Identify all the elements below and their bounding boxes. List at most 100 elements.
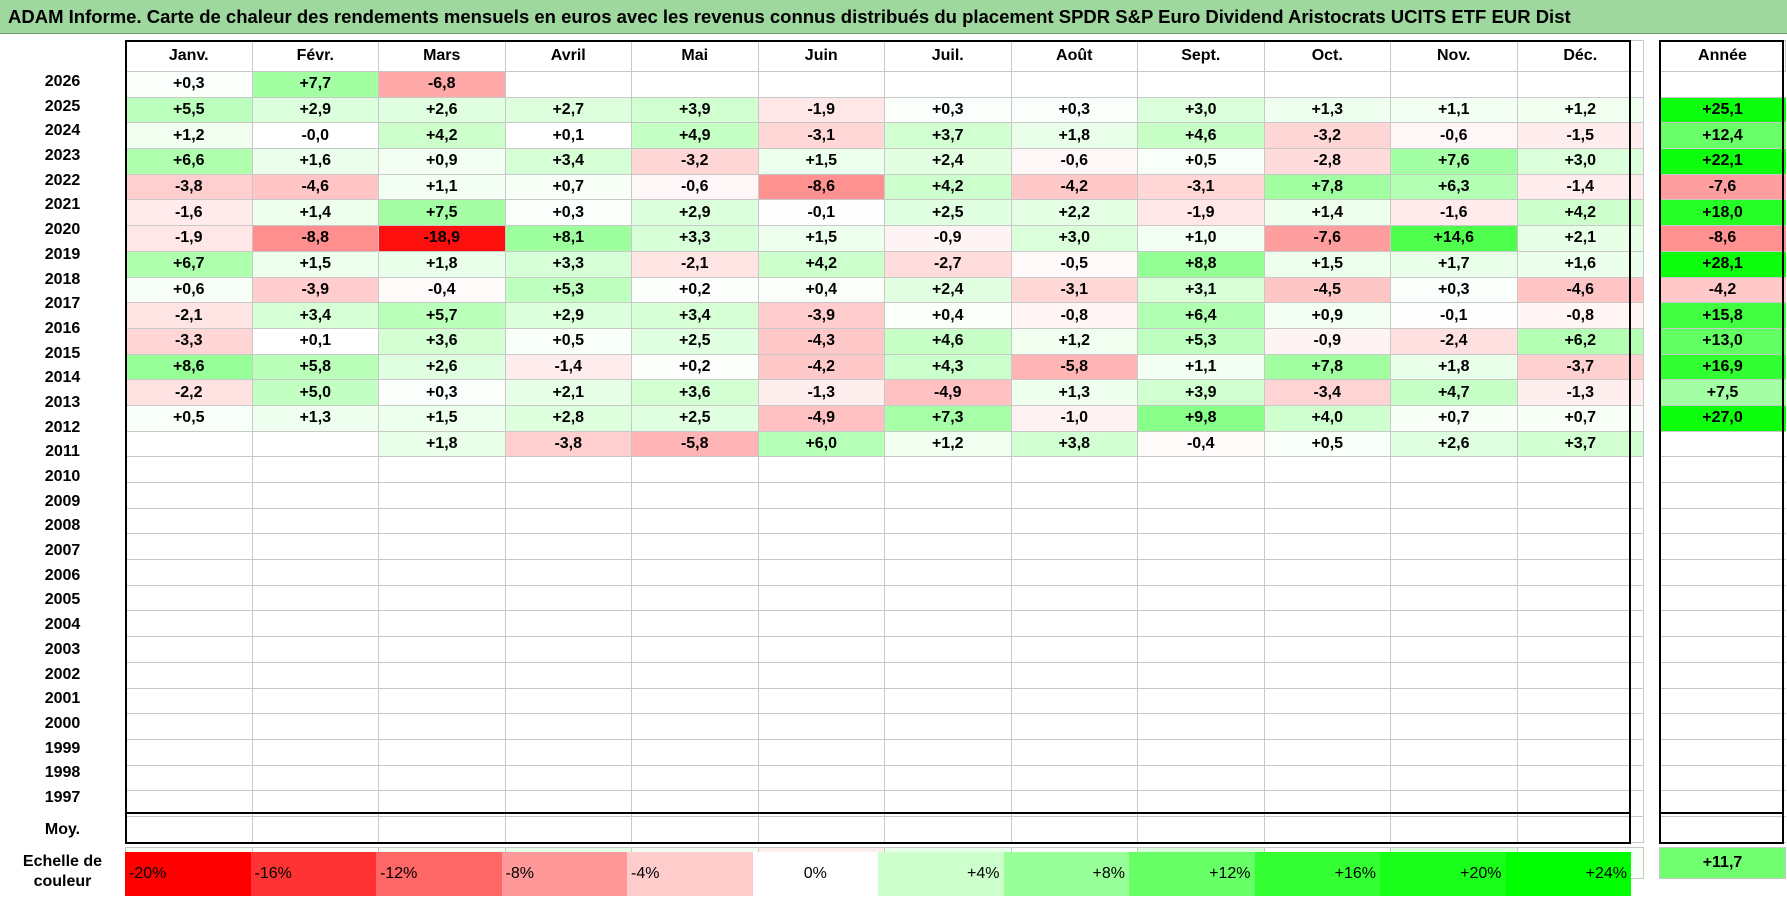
heatmap-cell [1137, 636, 1265, 663]
annual-row [1659, 815, 1786, 843]
heatmap-cell: +7,6 [1390, 148, 1518, 175]
heatmap-cell: +1,8 [1390, 353, 1518, 381]
annual-row [1659, 661, 1786, 689]
heatmap-cell: +1,3 [1010, 379, 1138, 406]
table-row: -1,9 -8,8 -18,9 +8,1 +3,3 +1,5 -0,9 +3,0 +1,0 -7,… [125, 225, 1644, 252]
heatmap-cell [251, 815, 379, 843]
month-header: Sept. [1137, 40, 1265, 72]
heatmap-cell: +0,7 [1516, 404, 1644, 432]
heatmap-cell: +6,7 [125, 250, 253, 278]
table-row [125, 661, 1644, 689]
legend-swatch: 0% [752, 852, 878, 896]
heatmap-cell [251, 559, 379, 586]
heatmap-cell [631, 482, 759, 509]
monthly-returns-heatmap: Janv. Févr. Mars Avril Mai Juin Juil. Août Sept.… [125, 40, 1644, 879]
year-label: 2008 [44, 517, 81, 535]
annual-row: +22,1 [1659, 148, 1786, 175]
annual-cell [1659, 507, 1786, 535]
heatmap-cell [251, 482, 379, 509]
annual-cell [1659, 713, 1786, 740]
year-label: 2026 [44, 73, 81, 90]
heatmap-cell [1263, 661, 1391, 689]
annual-cell [1659, 559, 1786, 586]
year-label: 2014 [44, 369, 81, 387]
heatmap-cell [378, 687, 506, 715]
heatmap-cell: -3,8 [125, 173, 253, 201]
annual-cell [1659, 610, 1786, 638]
heatmap-cell: +0,5 [504, 327, 632, 355]
heatmap-cell [757, 456, 885, 483]
heatmap-cell [1010, 482, 1138, 509]
annual-cell: +25,1 [1659, 96, 1786, 124]
heatmap-cell [1390, 687, 1518, 715]
annual-row [1659, 533, 1786, 561]
heatmap-cell [1263, 738, 1391, 766]
heatmap-cell [1263, 764, 1391, 792]
annual-cell [1659, 533, 1786, 561]
heatmap-cell: +5,3 [504, 276, 632, 304]
heatmap-cell: +1,8 [378, 430, 506, 458]
heatmap-cell: +4,6 [884, 327, 1012, 355]
heatmap-cell [757, 713, 885, 740]
heatmap-cell: +4,3 [884, 353, 1012, 381]
heatmap-cell: +2,9 [631, 199, 759, 227]
heatmap-cell: +0,2 [631, 276, 759, 304]
heatmap-cell [251, 687, 379, 715]
year-label: 2000 [44, 714, 81, 732]
heatmap-cell: -4,9 [757, 404, 885, 432]
year-label: 2025 [44, 97, 81, 115]
heatmap-cell [378, 713, 506, 740]
heatmap-cell [504, 456, 632, 483]
heatmap-cell [757, 815, 885, 843]
heatmap-cell [631, 636, 759, 663]
year-label: 1999 [44, 739, 81, 757]
heatmap-cell [631, 610, 759, 638]
heatmap-cell [251, 456, 379, 483]
table-row [125, 610, 1644, 638]
heatmap-cell [251, 507, 379, 535]
heatmap-cell: -0,4 [1137, 430, 1265, 458]
year-label: 2019 [44, 245, 81, 263]
heatmap-cell: +4,2 [884, 173, 1012, 201]
table-row: +1,8 -3,8 -5,8 +6,0 +1,2 +3,8 -0,4 +0,5 +2,6 +3,7 [125, 430, 1644, 458]
heatmap-cell [884, 738, 1012, 766]
heatmap-cell [378, 790, 506, 817]
heatmap-cell: -1,6 [125, 199, 253, 227]
heatmap-cell: -1,6 [1390, 199, 1518, 227]
heatmap-cell: -4,3 [757, 327, 885, 355]
heatmap-cell: +2,9 [251, 96, 379, 124]
heatmap-cell: +2,1 [1516, 225, 1644, 252]
heatmap-cell: +6,6 [125, 148, 253, 175]
heatmap-cell: +3,6 [631, 379, 759, 406]
table-row [125, 507, 1644, 535]
annual-row [1659, 482, 1786, 509]
table-row [125, 533, 1644, 561]
heatmap-cell: +0,3 [884, 96, 1012, 124]
annual-row: +15,8 [1659, 302, 1786, 329]
heatmap-cell: -3,7 [1516, 353, 1644, 381]
annual-cell [1659, 738, 1786, 766]
table-row [125, 815, 1644, 843]
heatmap-cell: +5,8 [251, 353, 379, 381]
annual-cell [1659, 764, 1786, 792]
heatmap-cell: +0,7 [1390, 404, 1518, 432]
color-scale-legend: -20% -16% -12% -8% -4% 0% +4% +8% +12% +16% +20% +2… [125, 852, 1631, 896]
heatmap-cell: +1,5 [1263, 250, 1391, 278]
legend-swatch: +16% [1254, 852, 1380, 896]
heatmap-cell [884, 610, 1012, 638]
annual-cell: +13,0 [1659, 327, 1786, 355]
month-header: Déc. [1516, 40, 1644, 72]
heatmap-cell [125, 764, 253, 792]
heatmap-cell [1010, 661, 1138, 689]
heatmap-cell [1390, 456, 1518, 483]
heatmap-cell: -3,1 [1010, 276, 1138, 304]
heatmap-cell: -2,8 [1263, 148, 1391, 175]
heatmap-cell: -2,1 [631, 250, 759, 278]
heatmap-cell: -3,4 [1263, 379, 1391, 406]
heatmap-cell: +0,9 [1263, 302, 1391, 329]
heatmap-cell [1516, 71, 1644, 98]
heatmap-cell: +1,1 [1137, 353, 1265, 381]
year-label: 2007 [44, 542, 81, 560]
heatmap-cell: -0,4 [378, 276, 506, 304]
heatmap-cell: +1,8 [378, 250, 506, 278]
